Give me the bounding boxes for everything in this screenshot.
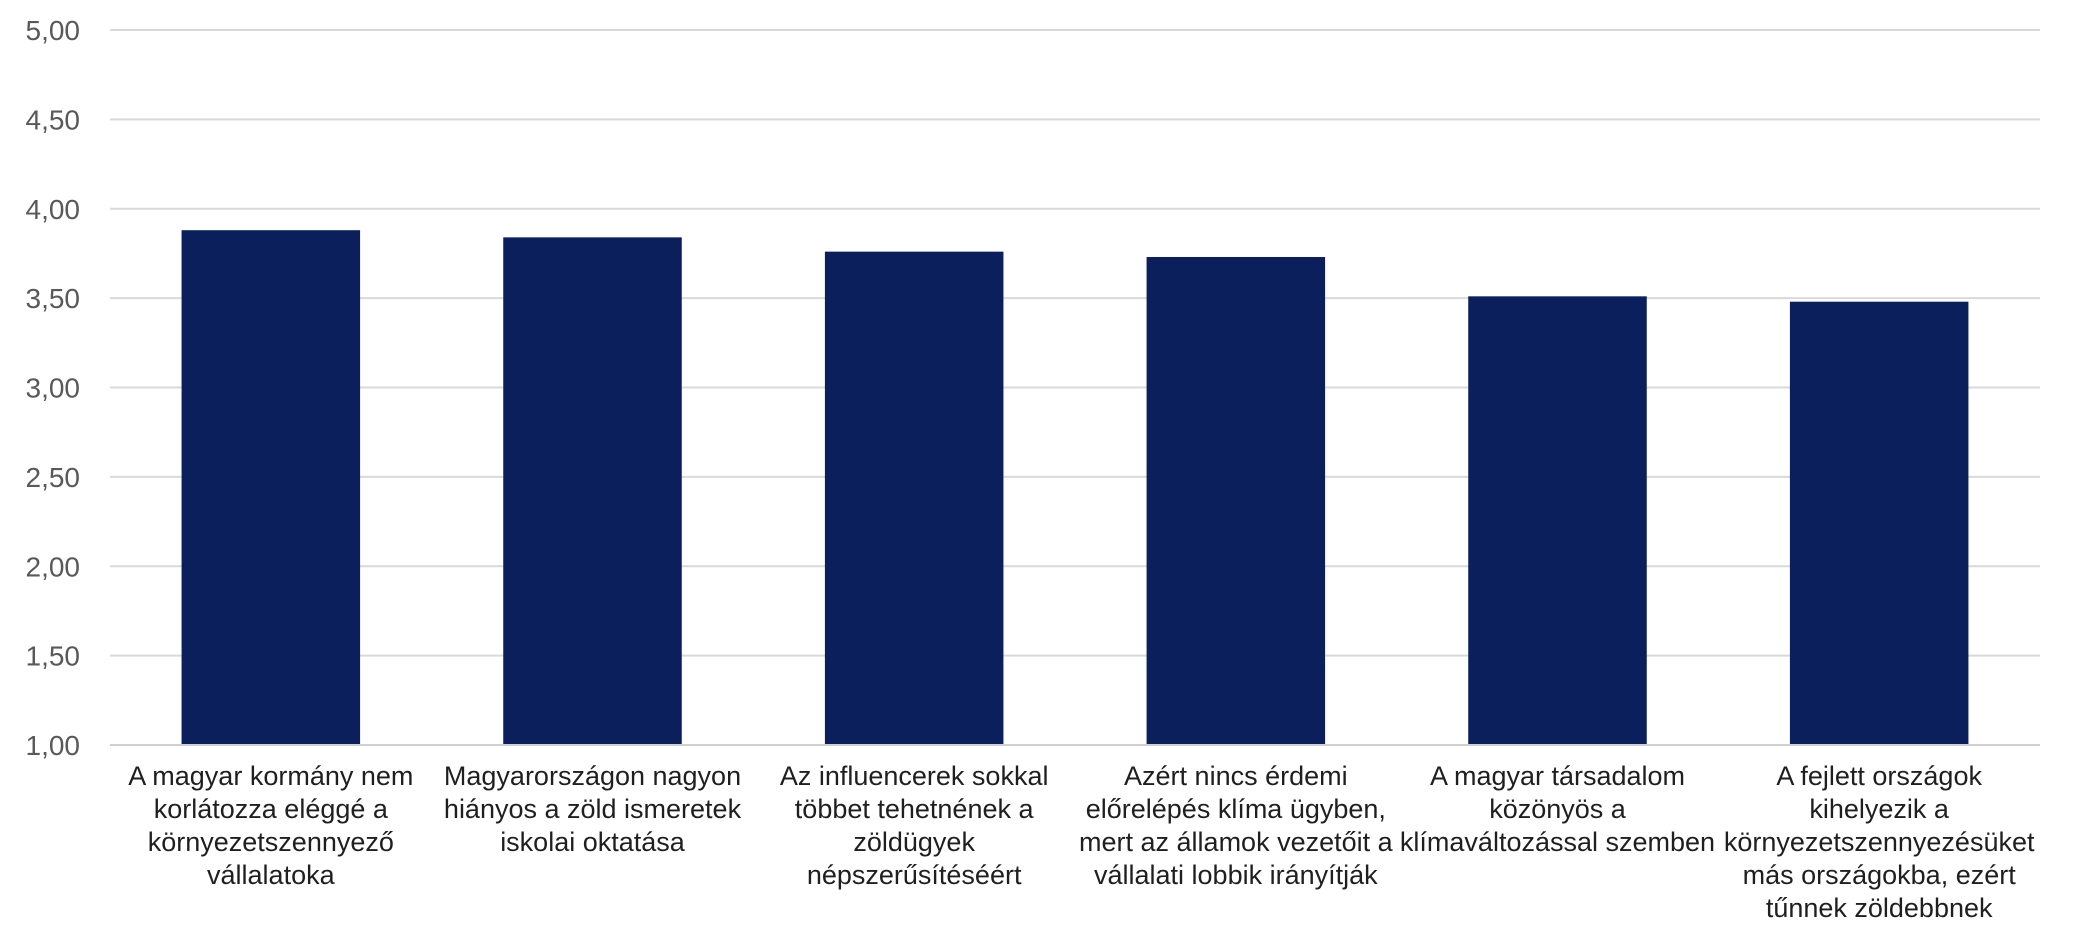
- bars: [181, 230, 1969, 745]
- gridlines: [110, 29, 2040, 657]
- y-tick-label: 3,50: [26, 283, 81, 314]
- bar: [181, 230, 361, 745]
- bar: [1468, 296, 1647, 745]
- x-category-label: Azért nincs érdemi előrelépés klíma ügyb…: [1079, 761, 1393, 890]
- y-tick-label: 2,00: [26, 551, 81, 582]
- x-category-label: A magyar kormány nem korlátozza eléggé a…: [128, 761, 414, 890]
- x-category-label: Magyarországon nagyon hiányos a zöld ism…: [443, 761, 742, 857]
- bar: [1789, 301, 1969, 745]
- y-axis-tick-labels: 1,00 1,50 2,00 2,50 3,00 3,50 4,00 4,50 5,00: [26, 15, 81, 761]
- bar: [1146, 257, 1326, 745]
- y-tick-label: 1,00: [26, 730, 81, 761]
- y-tick-label: 4,50: [26, 104, 81, 135]
- y-tick-label: 3,00: [26, 373, 81, 404]
- x-category-label: A fejlett országok kihelyezik a környeze…: [1723, 761, 2035, 923]
- bar: [503, 237, 682, 745]
- x-category-label: A magyar társadalom közönyös a klímavált…: [1399, 761, 1716, 857]
- y-tick-label: 5,00: [26, 15, 81, 46]
- bar: [824, 251, 1004, 745]
- x-category-label: Az influencerek sokkal többet tehetnének…: [779, 761, 1049, 890]
- y-tick-label: 2,50: [26, 462, 81, 493]
- y-tick-label: 4,00: [26, 194, 81, 225]
- y-tick-label: 1,50: [26, 641, 81, 672]
